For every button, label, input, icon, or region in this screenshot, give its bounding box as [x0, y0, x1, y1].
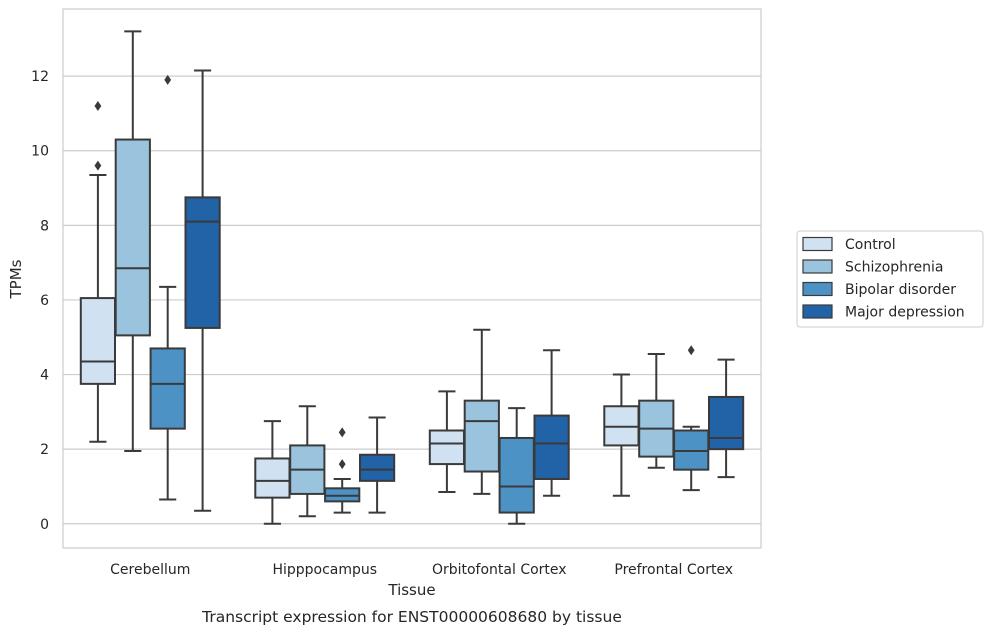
box-major-depression: [707, 358, 745, 479]
box-iqr: [498, 436, 535, 514]
box-bipolar-disorder: [673, 345, 710, 492]
box-iqr: [358, 453, 396, 482]
box-bipolar-disorder: [498, 407, 535, 525]
x-axis-label: Tissue: [387, 581, 435, 599]
y-axis-label: TPMs: [7, 259, 25, 299]
legend-swatch: [802, 281, 833, 297]
box-iqr: [254, 457, 291, 499]
x-tick-label: Hipppocampus: [272, 562, 377, 578]
box-major-depression: [358, 416, 396, 514]
box-iqr: [184, 196, 221, 329]
box-iqr: [79, 297, 117, 385]
chart-caption: Transcript expression for ENST0000060868…: [201, 608, 622, 626]
legend: Control Schizophrenia Bipolar disorder Majo…: [796, 230, 984, 328]
x-tick-label: Cerebellum: [110, 562, 190, 578]
box-schizophrenia: [114, 30, 151, 453]
outlier-point: [687, 345, 695, 356]
box-control: [603, 373, 640, 497]
legend-frame: [796, 230, 984, 328]
outlier-point: [338, 427, 346, 438]
box-control: [254, 420, 291, 525]
plot-area-frame: [62, 8, 762, 549]
x-tick-label: Prefrontal Cortex: [614, 562, 733, 578]
box-iqr: [428, 429, 466, 466]
box-iqr: [533, 414, 570, 480]
y-tick-label: 12: [31, 69, 49, 85]
box-major-depression: [533, 349, 570, 497]
y-tick-label: 8: [40, 218, 49, 234]
x-tick-label: Orbitofontal Cortex: [432, 562, 567, 578]
y-tick-label: 10: [31, 144, 49, 160]
legend-label: Bipolar disorder: [845, 282, 956, 298]
box-schizophrenia: [289, 405, 326, 518]
box-control: [79, 100, 117, 443]
box-schizophrenia: [463, 328, 500, 495]
y-tick-label: 0: [40, 517, 49, 533]
outlier-point: [164, 74, 172, 85]
box-iqr: [463, 399, 500, 473]
legend-swatch: [802, 236, 833, 252]
box-series: [79, 30, 745, 525]
box-iqr: [149, 347, 186, 430]
y-axis-ticks: 0 2 4 6 8 10 12: [31, 69, 49, 533]
legend-swatch: [802, 259, 833, 274]
outlier-point: [94, 100, 102, 111]
box-control: [428, 390, 466, 494]
y-tick-label: 6: [40, 293, 49, 309]
y-tick-label: 2: [40, 442, 49, 458]
box-bipolar-disorder: [324, 427, 361, 514]
box-major-depression: [184, 69, 221, 512]
y-tick-label: 4: [40, 368, 49, 384]
legend-swatch: [802, 304, 833, 319]
outlier-point: [94, 160, 102, 171]
outlier-point: [338, 459, 346, 470]
legend-label: Schizophrenia: [845, 260, 943, 276]
x-axis-ticks: Cerebellum Hipppocampus Orbitofontal Corte…: [110, 562, 733, 578]
box-bipolar-disorder: [149, 74, 186, 501]
box-schizophrenia: [638, 353, 675, 469]
legend-label: Major depression: [845, 305, 965, 321]
legend-label: Control: [845, 237, 896, 253]
box-iqr: [707, 395, 745, 451]
box-iqr: [114, 138, 151, 337]
